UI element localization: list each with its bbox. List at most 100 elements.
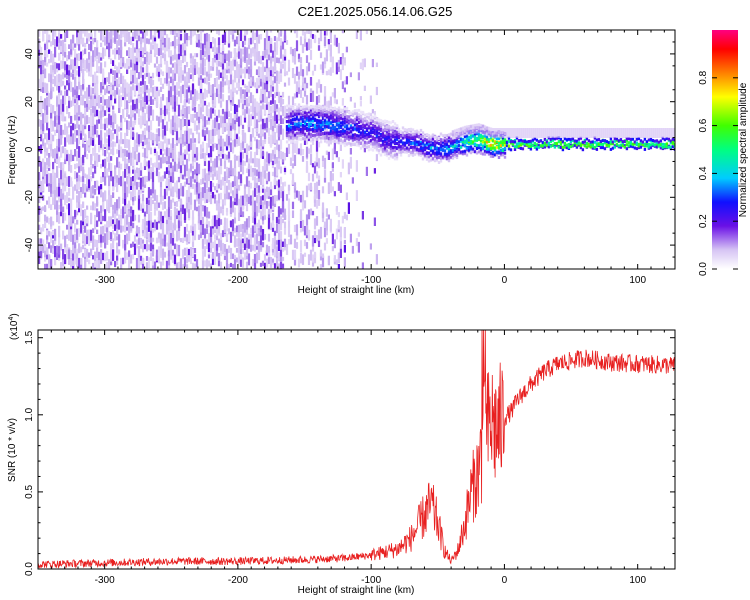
heatmap-noise-cell — [167, 217, 171, 224]
heatmap-noise-cell — [137, 189, 141, 196]
heatmap-noise-cell — [128, 263, 131, 269]
heatmap-noise-cell — [80, 164, 83, 172]
heatmap-noise-cell — [82, 166, 85, 177]
heatmap-noise-cell — [76, 248, 79, 254]
heatmap-ridge-cell — [363, 136, 367, 140]
heatmap-ridge-cell — [295, 115, 299, 119]
heatmap-noise-cell — [229, 30, 233, 35]
heatmap-noise-cell — [173, 101, 177, 112]
heatmap-noise-cell — [50, 65, 53, 75]
heatmap-noise-cell — [221, 62, 225, 70]
heatmap-noise-cell — [259, 80, 263, 87]
heatmap-noise-cell — [84, 42, 87, 48]
heatmap-noise-cell — [329, 44, 332, 57]
heatmap-noise-cell — [267, 67, 271, 72]
heatmap-noise-cell — [237, 123, 241, 134]
heatmap-noise-cell — [78, 190, 81, 202]
heatmap-noise-cell — [249, 227, 253, 234]
heatmap-noise-cell — [267, 253, 271, 264]
heatmap-noise-cell — [255, 119, 259, 128]
heatmap-noise-cell — [321, 207, 325, 219]
heatmap-ridge-cell — [377, 139, 381, 143]
heatmap-noise-cell — [203, 199, 207, 204]
heatmap-noise-cell — [46, 230, 49, 236]
heatmap-noise-cell — [165, 222, 169, 235]
heatmap-noise-cell — [165, 60, 169, 73]
heatmap-ridge-cell — [335, 108, 339, 111]
heatmap-noise-cell — [169, 55, 173, 65]
heatmap-noise-cell — [38, 186, 41, 197]
heatmap-ridge-cell — [393, 149, 397, 153]
heatmap-ridge-cell — [369, 139, 373, 143]
heatmap-noise-cell — [100, 205, 103, 213]
heatmap-noise-cell — [277, 71, 281, 82]
heatmap-noise-cell — [147, 88, 151, 101]
heatmap-noise-cell — [245, 255, 249, 260]
heatmap-noise-cell — [339, 69, 342, 80]
heatmap-noise-cell — [183, 181, 187, 187]
heatmap-noise-cell — [227, 179, 231, 190]
heatmap-ridge-cell — [365, 115, 369, 119]
heatmap-ridge-cell — [305, 128, 309, 132]
heatmap-ridge-cell — [345, 130, 349, 134]
heatmap-noise-cell — [225, 53, 229, 61]
heatmap-ridge-cell — [415, 140, 419, 144]
heatmap-noise-cell — [213, 158, 217, 168]
heatmap-noise-cell — [215, 227, 219, 236]
heatmap-noise-cell — [167, 206, 171, 217]
heatmap-noise-cell — [245, 227, 249, 235]
heatmap-noise-cell — [94, 47, 97, 58]
heatmap-noise-cell — [60, 34, 63, 39]
heatmap-noise-cell — [132, 156, 135, 167]
heatmap-noise-cell — [323, 30, 327, 36]
heatmap-noise-cell — [42, 175, 45, 180]
heatmap-noise-cell — [297, 114, 301, 121]
heatmap-noise-cell — [191, 216, 195, 227]
heatmap-noise-cell — [315, 235, 319, 242]
heatmap-noise-cell — [48, 254, 51, 264]
heatmap-noise-cell — [133, 243, 137, 255]
heatmap-ridge-cell — [301, 132, 305, 136]
heatmap-ridge-cell — [333, 139, 337, 143]
heatmap-noise-cell — [277, 206, 281, 218]
heatmap-noise-cell — [181, 204, 185, 214]
heatmap-ridge-cell — [359, 142, 363, 145]
heatmap-ridge-cell — [307, 122, 311, 126]
heatmap-noise-cell — [126, 163, 129, 169]
heatmap-noise-cell — [98, 234, 101, 244]
heatmap-noise-cell — [116, 258, 119, 265]
heatmap-noise-cell — [195, 172, 199, 183]
heatmap-noise-cell — [98, 110, 101, 120]
heatmap-ridge-cell — [349, 142, 353, 146]
heatmap-noise-cell — [339, 238, 342, 249]
heatmap-noise-cell — [42, 70, 45, 83]
heatmap-noise-cell — [207, 260, 211, 267]
heatmap-noise-cell — [201, 177, 205, 185]
heatmap-ridge-cell — [431, 133, 435, 137]
heatmap-noise-cell — [84, 143, 87, 152]
heatmap-noise-cell — [211, 107, 215, 114]
heatmap-ridge-cell — [429, 143, 433, 147]
heatmap-noise-cell — [60, 43, 63, 53]
heatmap-noise-cell — [189, 129, 193, 135]
heatmap-noise-cell — [251, 94, 255, 102]
heatmap-ridge-cell — [399, 139, 403, 143]
heatmap-noise-cell — [229, 231, 233, 243]
heatmap-noise-cell — [175, 119, 179, 129]
heatmap-noise-cell — [135, 30, 139, 36]
heatmap-ridge-cell — [421, 142, 425, 146]
heatmap-noise-cell — [249, 134, 253, 142]
heatmap-noise-cell — [301, 155, 305, 162]
heatmap-noise-cell — [333, 239, 336, 249]
heatmap-noise-cell — [38, 254, 41, 264]
heatmap-noise-cell — [84, 91, 87, 99]
heatmap-noise-cell — [46, 121, 49, 131]
heatmap-noise-cell — [94, 37, 97, 43]
heatmap-noise-cell — [269, 153, 273, 163]
heatmap-noise-cell — [197, 205, 201, 217]
heatmap-noise-cell — [223, 141, 227, 147]
heatmap-noise-cell — [76, 96, 79, 105]
heatmap-noise-cell — [227, 95, 231, 101]
heatmap-noise-cell — [255, 205, 259, 217]
heatmap-noise-cell — [149, 30, 153, 40]
